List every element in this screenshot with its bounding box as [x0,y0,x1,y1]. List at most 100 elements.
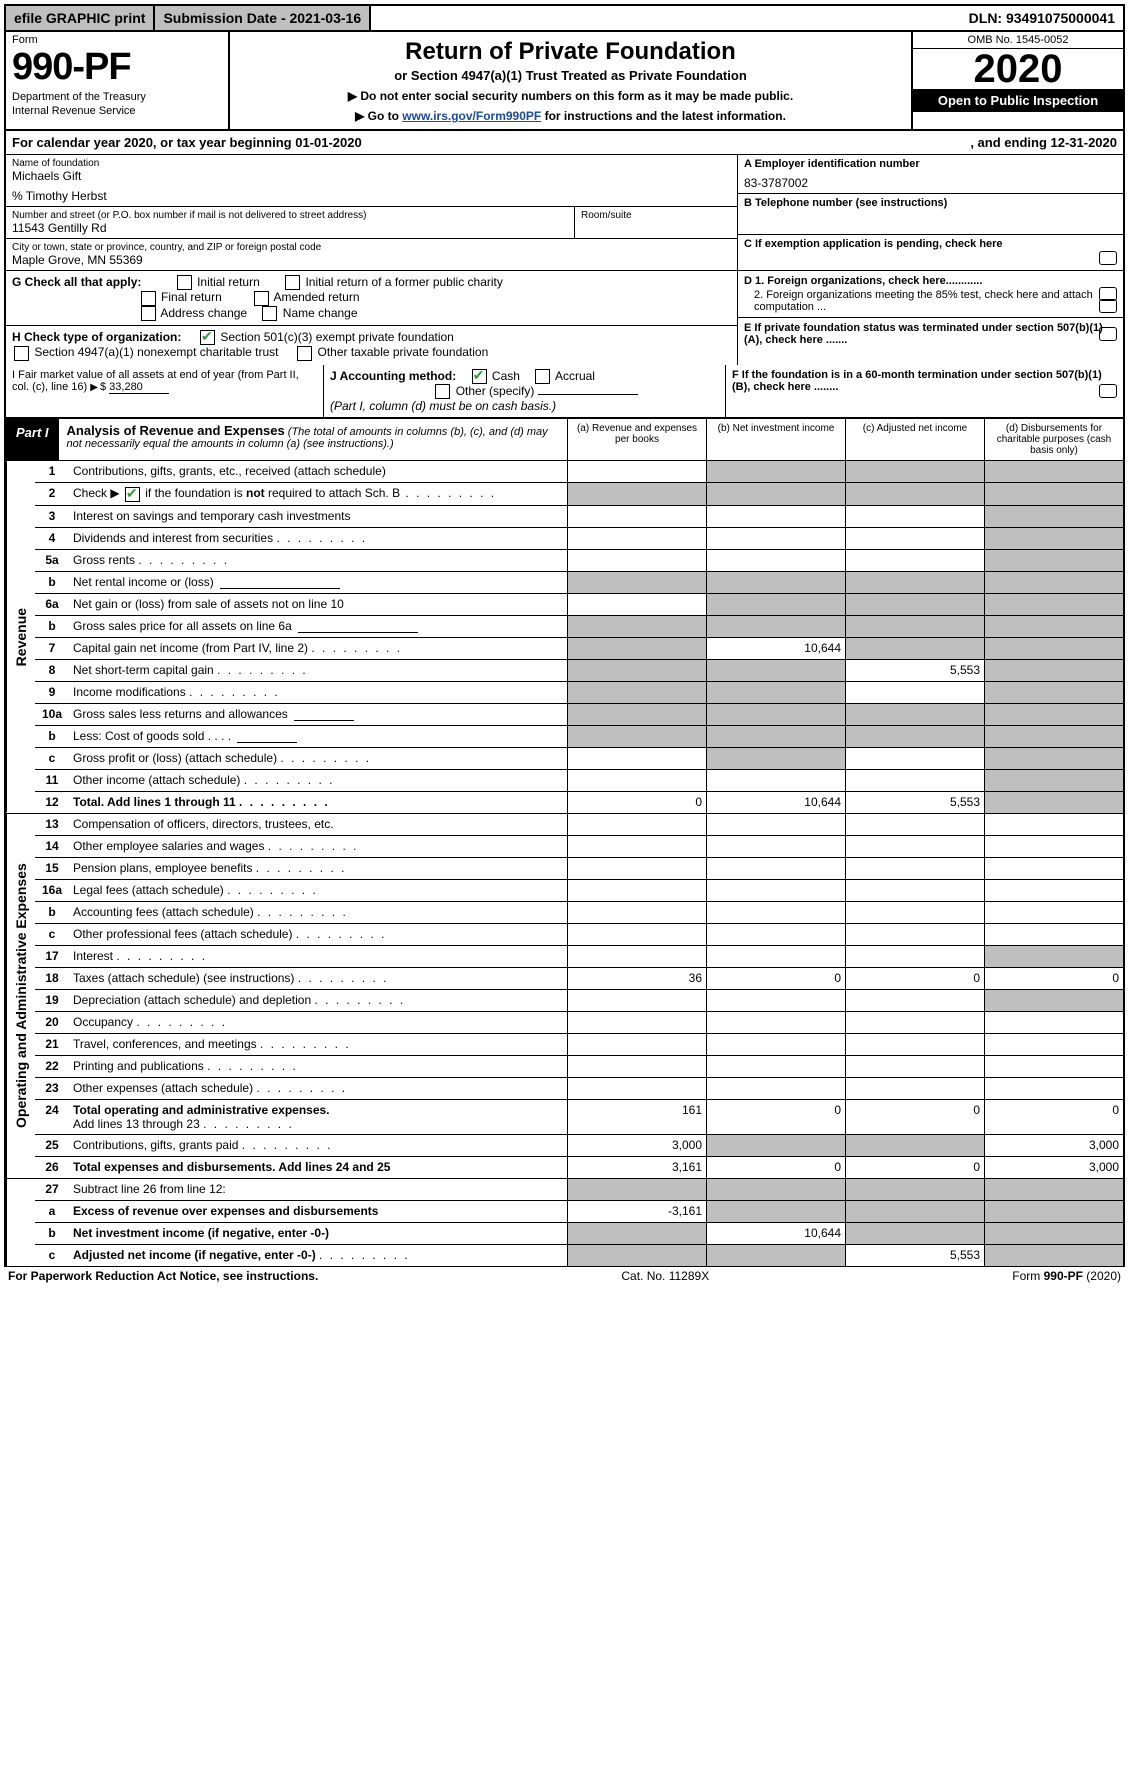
check-section: G Check all that apply: Initial return I… [4,271,1125,365]
cat-no: Cat. No. 11289X [621,1269,709,1283]
col-c-header: (c) Adjusted net income [845,419,984,460]
line-22: Printing and publications [69,1056,567,1077]
final-return-checkbox[interactable] [141,291,156,306]
form-subtitle: or Section 4947(a)(1) Trust Treated as P… [236,68,905,83]
dln-label: DLN: 93491075000041 [961,6,1123,30]
initial-return-checkbox[interactable] [177,275,192,290]
submission-date: Submission Date - 2021-03-16 [155,6,371,30]
line-26-a: 3,161 [567,1157,706,1178]
room-suite: Room/suite [575,207,737,238]
501c3-checkbox[interactable] [200,330,215,345]
initial-former-checkbox[interactable] [285,275,300,290]
form-note-2: ▶ Go to www.irs.gov/Form990PF for instru… [236,109,905,123]
dept-irs: Internal Revenue Service [12,105,222,117]
other-method-checkbox[interactable] [435,384,450,399]
form-title-block: Return of Private Foundation or Section … [230,32,911,129]
line-27a: Excess of revenue over expenses and disb… [69,1201,567,1222]
line-17: Interest [69,946,567,967]
foundation-name: Michaels Gift [12,169,731,183]
other-taxable-checkbox[interactable] [297,346,312,361]
dept-treasury: Department of the Treasury [12,91,222,103]
cash-checkbox[interactable] [472,369,487,384]
line-12: Total. Add lines 1 through 11 [69,792,567,813]
street-address: 11543 Gentilly Rd [12,221,568,235]
cal-end: , and ending 12-31-2020 [970,135,1117,150]
e-checkbox[interactable] [1099,327,1117,341]
line-7-b: 10,644 [706,638,845,659]
d2-checkbox[interactable] [1099,299,1117,313]
line-8-c: 5,553 [845,660,984,681]
form-page: efile GRAPHIC print Submission Date - 20… [0,0,1129,1289]
e-row: E If private foundation status was termi… [738,318,1123,350]
col-d-header: (d) Disbursements for charitable purpose… [984,419,1123,460]
line-6a: Net gain or (loss) from sale of assets n… [69,594,567,615]
line-26: Total expenses and disbursements. Add li… [69,1157,567,1178]
line-27c-c: 5,553 [845,1245,984,1266]
line-1: Contributions, gifts, grants, etc., rece… [69,461,567,482]
fmv-value: 33,280 [109,381,169,394]
revenue-label: Revenue [6,461,35,812]
sch-b-checkbox[interactable] [125,487,140,502]
line-10c: Gross profit or (loss) (attach schedule) [69,748,567,769]
line-6b: Gross sales price for all assets on line… [69,616,567,637]
top-bar: efile GRAPHIC print Submission Date - 20… [4,4,1125,32]
paperwork-notice: For Paperwork Reduction Act Notice, see … [8,1269,318,1283]
identification-block: Name of foundation Michaels Gift % Timot… [4,155,1125,271]
line-18-a: 36 [567,968,706,989]
line-16b: Accounting fees (attach schedule) [69,902,567,923]
line-27a-a: -3,161 [567,1201,706,1222]
form-header: Form 990-PF Department of the Treasury I… [4,32,1125,131]
line-10a: Gross sales less returns and allowances [69,704,567,725]
line-9: Income modifications [69,682,567,703]
efile-print-button[interactable]: efile GRAPHIC print [6,6,155,30]
line-15: Pension plans, employee benefits [69,858,567,879]
line-19: Depreciation (attach schedule) and deple… [69,990,567,1011]
line-12-c: 5,553 [845,792,984,813]
form-number-block: Form 990-PF Department of the Treasury I… [6,32,230,129]
exemption-pending-cell: C If exemption application is pending, c… [738,235,1123,269]
line-11: Other income (attach schedule) [69,770,567,791]
amended-return-checkbox[interactable] [254,291,269,306]
accrual-checkbox[interactable] [535,369,550,384]
foundation-name-cell: Name of foundation Michaels Gift % Timot… [6,155,737,207]
calendar-year-row: For calendar year 2020, or tax year begi… [4,131,1125,155]
care-of: % Timothy Herbst [12,189,731,203]
line-16a: Legal fees (attach schedule) [69,880,567,901]
line-18: Taxes (attach schedule) (see instruction… [69,968,567,989]
line-7: Capital gain net income (from Part IV, l… [69,638,567,659]
phone-cell: B Telephone number (see instructions) [738,194,1123,235]
city-state-zip: Maple Grove, MN 55369 [12,253,731,267]
form-note-1: ▶ Do not enter social security numbers o… [236,89,905,103]
f-checkbox[interactable] [1099,384,1117,398]
line-10b: Less: Cost of goods sold . . . . [69,726,567,747]
address-row: Number and street (or P.O. box number if… [6,207,737,239]
line-8: Net short-term capital gain [69,660,567,681]
name-change-checkbox[interactable] [262,306,277,321]
address-change-checkbox[interactable] [141,306,156,321]
line-23: Other expenses (attach schedule) [69,1078,567,1099]
line-25: Contributions, gifts, grants paid [69,1135,567,1156]
col-a-header: (a) Revenue and expenses per books [567,419,706,460]
line-4: Dividends and interest from securities [69,528,567,549]
4947a1-checkbox[interactable] [14,346,29,361]
line-25-a: 3,000 [567,1135,706,1156]
expenses-label: Operating and Administrative Expenses [6,814,35,1178]
part-1-tab: Part I [6,419,59,460]
page-footer: For Paperwork Reduction Act Notice, see … [4,1267,1125,1285]
form-number: 990-PF [12,46,222,89]
line-21: Travel, conferences, and meetings [69,1034,567,1055]
d1-row: D 1. Foreign organizations, check here..… [738,271,1123,318]
part-1-table: Revenue 1Contributions, gifts, grants, e… [4,461,1125,1266]
line-27b: Net investment income (if negative, ente… [69,1223,567,1244]
line-5a: Gross rents [69,550,567,571]
line-2: Check ▶ if the foundation is not require… [69,483,567,504]
line-25-d: 3,000 [984,1135,1123,1156]
irs-link[interactable]: www.irs.gov/Form990PF [402,109,541,123]
line-5b: Net rental income or (loss) [69,572,567,593]
line-16c: Other professional fees (attach schedule… [69,924,567,945]
f-block: F If the foundation is in a 60-month ter… [725,365,1123,418]
i-block: I Fair market value of all assets at end… [6,365,324,418]
ein-cell: A Employer identification number 83-3787… [738,155,1123,194]
tax-year: 2020 [913,49,1123,89]
exemption-checkbox[interactable] [1099,251,1117,265]
